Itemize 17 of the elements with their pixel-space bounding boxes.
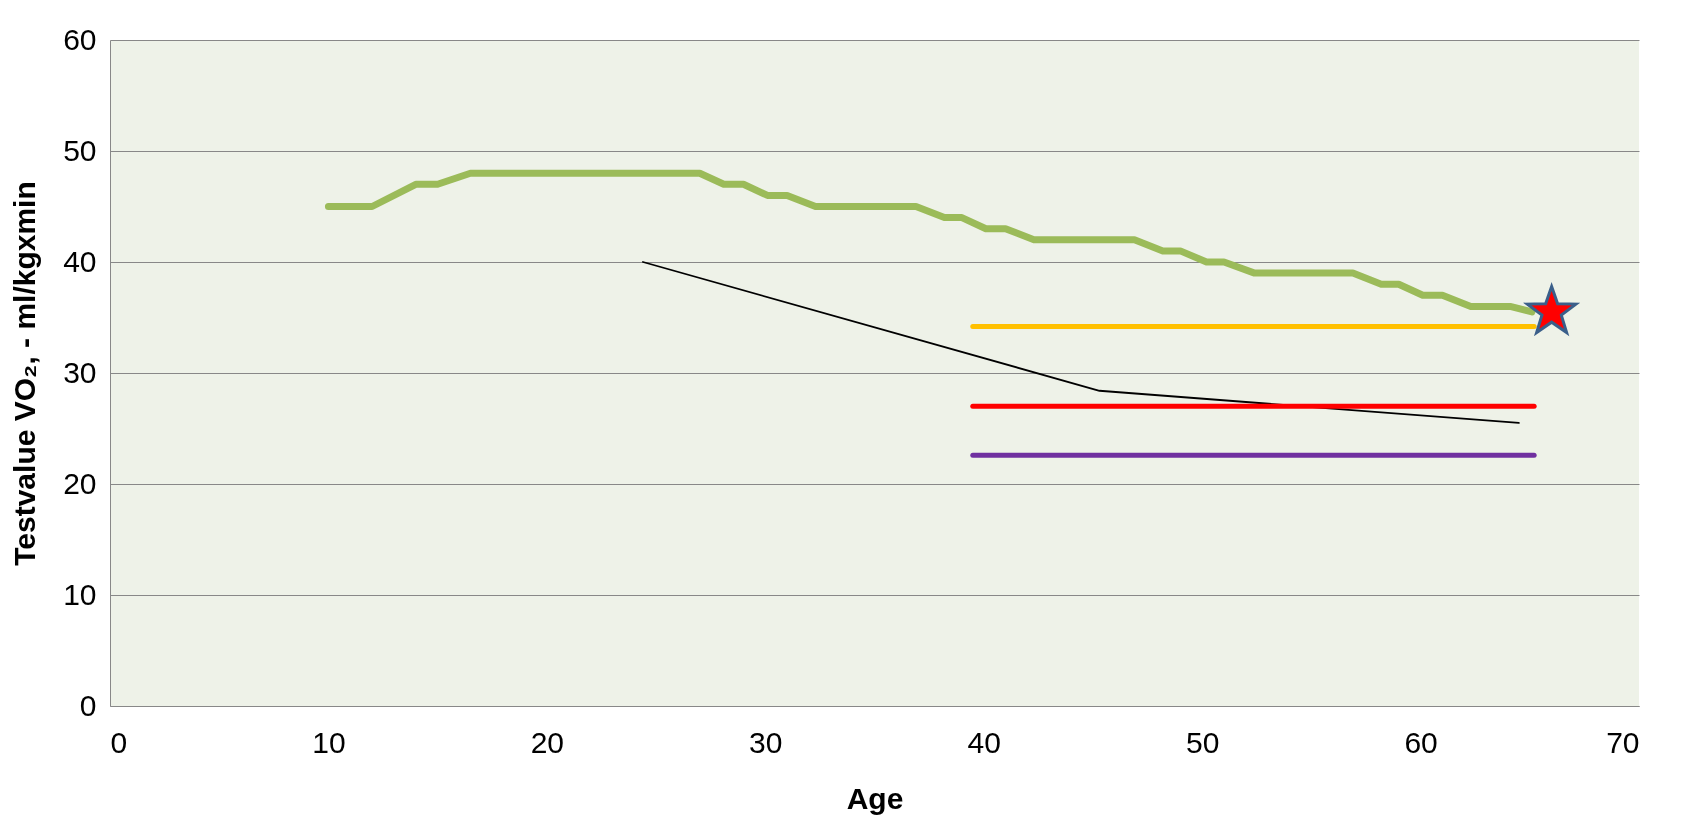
y-tick-label: 40: [63, 244, 97, 278]
x-tick-label: 20: [530, 725, 565, 759]
y-tick-label: 50: [63, 133, 97, 167]
y-axis-title: Testvalue VO₂, - ml/kgxmin: [8, 181, 42, 566]
x-tick-label: 30: [749, 725, 783, 759]
y-tick-label: 0: [79, 688, 97, 722]
x-tick-label: 10: [312, 725, 346, 759]
y-tick-label: 20: [63, 466, 97, 500]
x-tick-label: 70: [1606, 725, 1640, 759]
x-tick-label: 60: [1404, 725, 1438, 759]
y-tick-label: 60: [63, 22, 97, 56]
y-tick-label: 30: [63, 355, 97, 389]
x-axis-title: Age: [846, 781, 904, 815]
x-tick-label: 50: [1185, 725, 1220, 759]
y-tick-label: 10: [63, 577, 97, 611]
x-tick-label: 0: [110, 725, 128, 759]
x-tick-label: 40: [967, 725, 1001, 759]
